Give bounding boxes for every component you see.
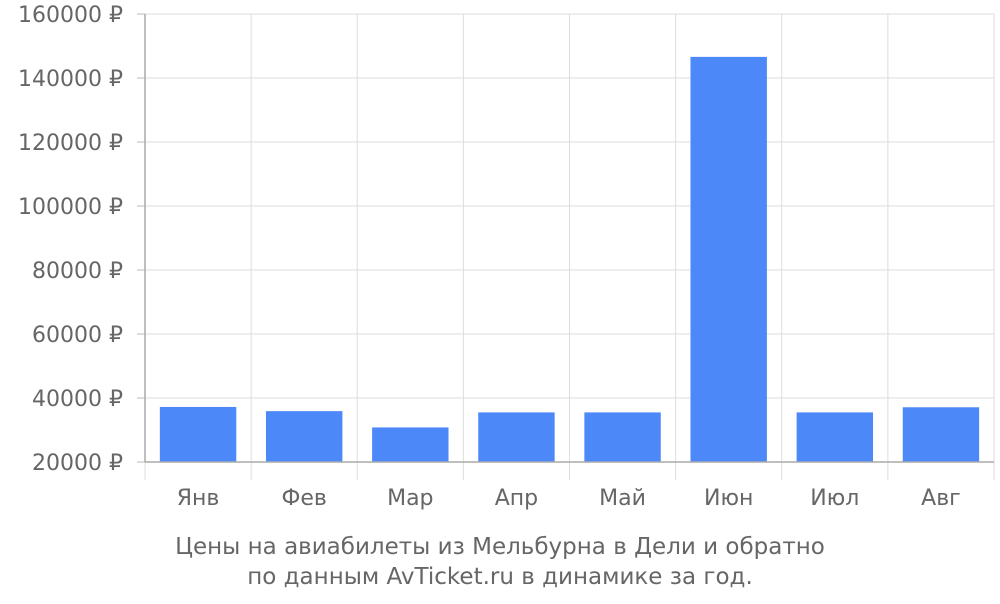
y-tick-label: 40000 ₽ — [32, 387, 123, 412]
bar-2 — [265, 411, 343, 462]
bar-5 — [584, 412, 661, 462]
x-tick-label: Апр — [495, 486, 538, 511]
axes — [137, 13, 994, 463]
x-tick-label: Май — [599, 486, 646, 511]
y-tick-label: 20000 ₽ — [32, 451, 123, 476]
x-tick-label: Июн — [704, 486, 753, 511]
x-tick-labels: Янв Фев Мар Апр Май Июн Июл Авг — [177, 486, 961, 511]
x-tick-label: Авг — [921, 486, 961, 511]
x-tick-label: Янв — [177, 486, 220, 511]
bars — [159, 56, 980, 462]
x-tick-label: Июл — [810, 486, 859, 511]
bar-3 — [372, 427, 449, 462]
bar-6 — [690, 56, 767, 462]
bar-7 — [796, 412, 874, 462]
y-tick-label: 160000 ₽ — [18, 3, 123, 28]
bar-4 — [478, 412, 555, 462]
chart-caption-line-2: по данным AvTicket.ru в динамике за год. — [247, 564, 753, 590]
grid-lines — [144, 13, 995, 480]
y-tick-label: 80000 ₽ — [32, 259, 123, 284]
y-tick-label: 100000 ₽ — [18, 195, 123, 220]
x-tick-label: Фев — [281, 486, 326, 511]
chart-caption-line-1: Цены на авиабилеты из Мельбурна в Дели и… — [175, 534, 825, 560]
x-tick-label: Мар — [387, 486, 433, 511]
y-tick-label: 60000 ₽ — [32, 323, 123, 348]
bar-8 — [902, 407, 980, 462]
y-tick-label: 140000 ₽ — [18, 67, 123, 92]
y-tick-labels: 20000 ₽ 40000 ₽ 60000 ₽ 80000 ₽ 100000 ₽ 1200… — [18, 3, 123, 476]
bar-1 — [159, 406, 237, 462]
y-tick-label: 120000 ₽ — [18, 131, 123, 156]
